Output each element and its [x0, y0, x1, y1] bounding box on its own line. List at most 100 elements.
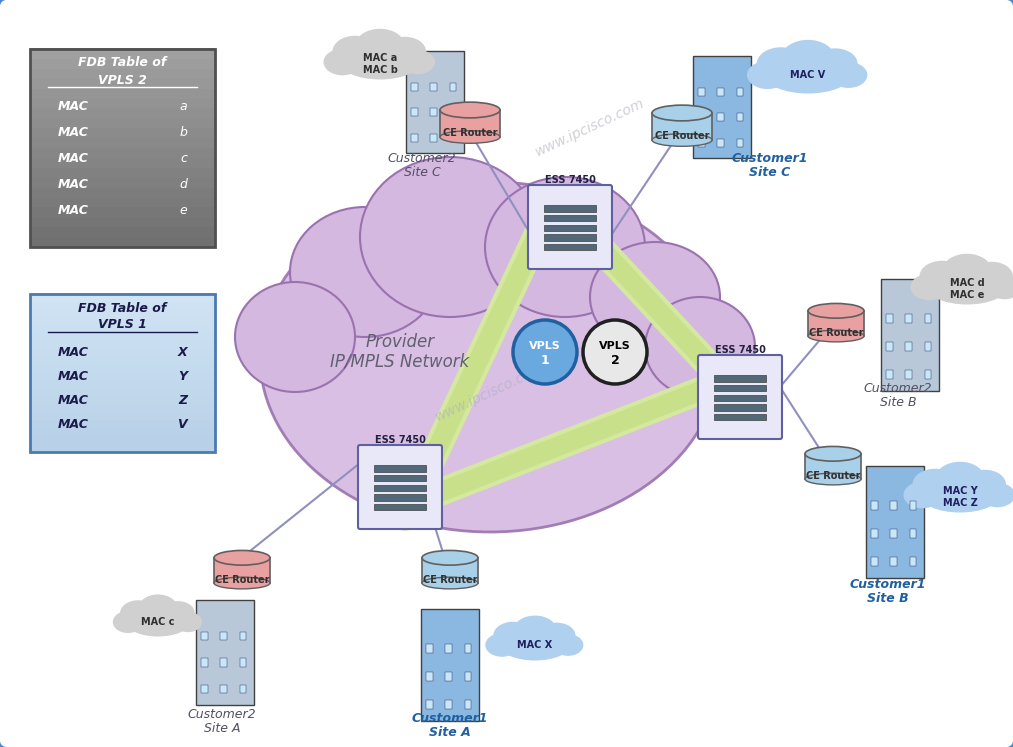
FancyBboxPatch shape — [906, 314, 913, 323]
FancyBboxPatch shape — [881, 279, 939, 391]
Ellipse shape — [138, 595, 178, 624]
Ellipse shape — [499, 630, 570, 660]
Text: ESS 7450: ESS 7450 — [714, 345, 766, 355]
FancyBboxPatch shape — [422, 558, 478, 583]
Bar — [30, 341, 215, 350]
Text: ESS 7450: ESS 7450 — [545, 175, 596, 185]
FancyBboxPatch shape — [698, 139, 705, 146]
Text: CE Router: CE Router — [422, 575, 477, 585]
FancyBboxPatch shape — [440, 110, 500, 137]
Bar — [30, 317, 215, 326]
Ellipse shape — [920, 261, 964, 292]
Text: CE Router: CE Router — [805, 471, 860, 481]
Text: V: V — [177, 418, 187, 430]
Text: FDB Table of: FDB Table of — [78, 302, 167, 314]
FancyBboxPatch shape — [374, 503, 426, 510]
Ellipse shape — [987, 275, 1013, 300]
FancyBboxPatch shape — [221, 684, 227, 693]
FancyBboxPatch shape — [465, 700, 471, 709]
Text: Customer1: Customer1 — [731, 152, 808, 166]
Text: CE Router: CE Router — [443, 128, 497, 138]
Bar — [30, 356, 215, 365]
Text: MAC X: MAC X — [518, 640, 553, 650]
FancyBboxPatch shape — [239, 632, 246, 640]
Bar — [30, 48, 215, 59]
Ellipse shape — [422, 577, 478, 589]
Bar — [30, 364, 215, 373]
FancyBboxPatch shape — [446, 644, 453, 653]
Ellipse shape — [920, 477, 1000, 512]
Text: MAC b: MAC b — [363, 65, 397, 75]
FancyBboxPatch shape — [886, 314, 893, 323]
Bar — [30, 372, 215, 381]
Text: Site A: Site A — [204, 722, 240, 736]
Ellipse shape — [980, 483, 1013, 507]
Text: 1: 1 — [541, 353, 549, 367]
Text: www.ipcisco.com: www.ipcisco.com — [533, 96, 647, 158]
Bar — [30, 419, 215, 428]
Text: MAC: MAC — [58, 394, 89, 406]
FancyBboxPatch shape — [714, 394, 766, 401]
FancyBboxPatch shape — [714, 385, 766, 391]
Ellipse shape — [645, 297, 755, 397]
Ellipse shape — [927, 270, 1007, 305]
FancyBboxPatch shape — [808, 311, 864, 336]
FancyBboxPatch shape — [910, 529, 917, 538]
Ellipse shape — [323, 49, 362, 75]
Bar — [30, 58, 215, 69]
Bar — [30, 157, 215, 168]
FancyBboxPatch shape — [431, 108, 438, 117]
Text: 2: 2 — [611, 353, 619, 367]
Ellipse shape — [400, 50, 435, 74]
Text: Site C: Site C — [750, 167, 790, 179]
FancyBboxPatch shape — [465, 644, 471, 653]
FancyBboxPatch shape — [890, 500, 898, 509]
FancyBboxPatch shape — [374, 485, 426, 491]
Ellipse shape — [913, 469, 957, 500]
FancyBboxPatch shape — [871, 500, 878, 509]
Ellipse shape — [971, 261, 1013, 291]
FancyBboxPatch shape — [426, 644, 434, 653]
Text: MAC: MAC — [58, 205, 89, 217]
FancyBboxPatch shape — [196, 600, 254, 704]
FancyBboxPatch shape — [886, 370, 893, 379]
Ellipse shape — [384, 37, 426, 66]
FancyBboxPatch shape — [698, 87, 705, 96]
Ellipse shape — [126, 607, 190, 636]
Text: MAC: MAC — [58, 101, 89, 114]
Text: MAC: MAC — [58, 179, 89, 191]
FancyBboxPatch shape — [890, 529, 898, 538]
Ellipse shape — [485, 633, 519, 657]
Ellipse shape — [652, 134, 712, 146]
Text: Y: Y — [178, 370, 187, 382]
Ellipse shape — [290, 207, 440, 337]
FancyBboxPatch shape — [239, 658, 246, 667]
Text: c: c — [180, 152, 187, 166]
FancyBboxPatch shape — [925, 341, 932, 350]
Ellipse shape — [652, 105, 712, 121]
Bar — [30, 187, 215, 197]
Ellipse shape — [214, 551, 270, 565]
FancyBboxPatch shape — [446, 672, 453, 681]
Bar — [30, 301, 215, 310]
Ellipse shape — [781, 40, 835, 77]
Ellipse shape — [360, 157, 540, 317]
Text: MAC a: MAC a — [363, 53, 397, 63]
Bar — [30, 127, 215, 138]
Text: Provider: Provider — [366, 333, 435, 351]
Ellipse shape — [214, 577, 270, 589]
FancyBboxPatch shape — [698, 113, 705, 121]
Text: Z: Z — [178, 394, 187, 406]
Bar — [30, 412, 215, 421]
Text: a: a — [179, 101, 187, 114]
Text: Customer2: Customer2 — [388, 152, 456, 166]
FancyBboxPatch shape — [450, 83, 457, 91]
FancyBboxPatch shape — [465, 672, 471, 681]
Text: MAC e: MAC e — [950, 290, 985, 300]
Bar — [30, 348, 215, 357]
Text: Customer1: Customer1 — [411, 713, 488, 725]
FancyBboxPatch shape — [717, 139, 724, 146]
Text: CE Router: CE Router — [808, 328, 863, 338]
Ellipse shape — [161, 601, 194, 625]
Text: e: e — [179, 205, 187, 217]
